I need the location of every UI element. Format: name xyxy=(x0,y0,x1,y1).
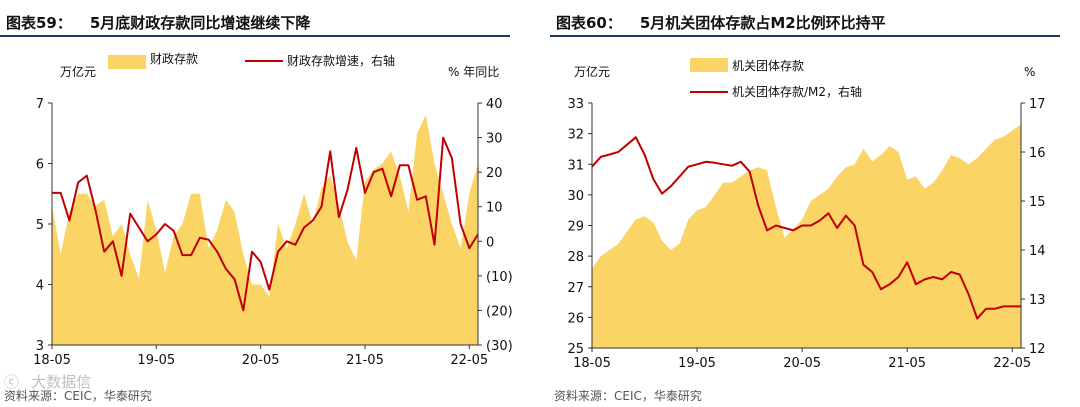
right-tick-label: 30 xyxy=(486,132,503,147)
x-tick-label: 18-05 xyxy=(33,353,71,368)
left-tick-label: 25 xyxy=(567,342,584,357)
right-tick-label: 15 xyxy=(1029,195,1046,210)
chart-panel-fiscal-deposits: 图表59： 5月底财政存款同比增速继续下降 3 4 5 6 7 (30) (20) (10) 0 1… xyxy=(0,0,530,407)
legend-label: 机关团体存款/M2，右轴 xyxy=(732,84,862,99)
right-tick-label: 14 xyxy=(1029,244,1046,259)
figure-title: 5月机关团体存款占M2比例环比持平 xyxy=(639,14,886,32)
area-series-0 xyxy=(52,115,478,345)
x-tick-label: 20-05 xyxy=(783,356,821,371)
chart-title: 图表59： 5月底财政存款同比增速继续下降 xyxy=(6,12,328,33)
left-axis-unit: 万亿元 xyxy=(574,64,610,79)
chart-canvas: 3 4 5 6 7 (30) (20) (10) 0 10 20 30 40 18-05 19-05 20-0… xyxy=(33,52,513,368)
x-tick-label: 22-05 xyxy=(450,353,488,368)
right-tick-label: (20) xyxy=(486,304,513,319)
right-tick-label: 13 xyxy=(1029,293,1046,308)
watermark: ⓒ 大数据信 xyxy=(4,373,92,391)
left-tick-label: 7 xyxy=(36,97,44,112)
source-note: 资料来源：CEIC，华泰研究 xyxy=(4,389,152,403)
right-tick-label: 12 xyxy=(1029,342,1046,357)
right-tick-label: 40 xyxy=(486,97,503,112)
right-tick-label: 16 xyxy=(1029,146,1046,161)
chart-canvas: 25 26 27 28 29 30 31 32 33 12 13 14 15 16 17 18-05 19-05… xyxy=(567,58,1046,371)
x-tick-label: 21-05 xyxy=(888,356,926,371)
x-tick-label: 21-05 xyxy=(346,353,384,368)
x-tick-label: 22-05 xyxy=(993,356,1031,371)
left-tick-label: 5 xyxy=(36,218,44,233)
legend-label: 财政存款 xyxy=(150,52,198,66)
source-note: 资料来源：CEIC，华泰研究 xyxy=(554,389,702,403)
left-tick-label: 31 xyxy=(567,158,584,173)
chart-title: 图表60： 5月机关团体存款占M2比例环比持平 xyxy=(556,12,904,33)
legend-label: 财政存款增速，右轴 xyxy=(287,53,395,68)
left-tick-label: 32 xyxy=(567,128,584,143)
title-rule xyxy=(550,35,1060,37)
x-tick-label: 20-05 xyxy=(242,353,280,368)
line-series-1 xyxy=(591,136,1021,320)
legend-label: 机关团体存款 xyxy=(732,59,804,73)
left-tick-label: 4 xyxy=(36,279,44,294)
right-tick-label: (10) xyxy=(486,270,513,285)
left-tick-label: 3 xyxy=(36,339,44,354)
left-tick-label: 6 xyxy=(36,158,44,173)
legend-swatch-area xyxy=(108,55,146,69)
figure-title: 5月底财政存款同比增速继续下降 xyxy=(89,14,311,32)
right-tick-label: 0 xyxy=(486,235,494,250)
line-series-0 xyxy=(52,136,479,312)
right-tick-label: 10 xyxy=(486,201,503,216)
figure-number: 图表59： xyxy=(6,14,72,32)
x-tick-label: 19-05 xyxy=(137,353,175,368)
left-tick-label: 33 xyxy=(567,97,584,112)
left-tick-label: 26 xyxy=(567,311,584,326)
x-tick-label: 19-05 xyxy=(678,356,716,371)
figure-number: 图表60： xyxy=(556,14,622,32)
right-tick-label: (30) xyxy=(486,339,513,354)
left-tick-label: 29 xyxy=(567,220,584,235)
right-tick-label: 17 xyxy=(1029,97,1046,112)
left-tick-label: 27 xyxy=(567,281,584,296)
area-series-1 xyxy=(592,124,1021,349)
right-axis-unit: % xyxy=(1024,65,1035,79)
left-axis-unit: 万亿元 xyxy=(60,64,96,79)
title-rule xyxy=(0,35,510,37)
chart-panel-institution-deposits: 图表60： 5月机关团体存款占M2比例环比持平 25 26 27 28 29 30 31 32 3… xyxy=(550,0,1080,407)
left-tick-label: 28 xyxy=(567,250,584,265)
right-axis-unit: % 年同比 xyxy=(448,65,499,79)
left-tick-label: 30 xyxy=(567,189,584,204)
x-tick-label: 18-05 xyxy=(573,356,611,371)
right-tick-label: 20 xyxy=(486,166,503,181)
legend-swatch-area xyxy=(690,58,728,72)
